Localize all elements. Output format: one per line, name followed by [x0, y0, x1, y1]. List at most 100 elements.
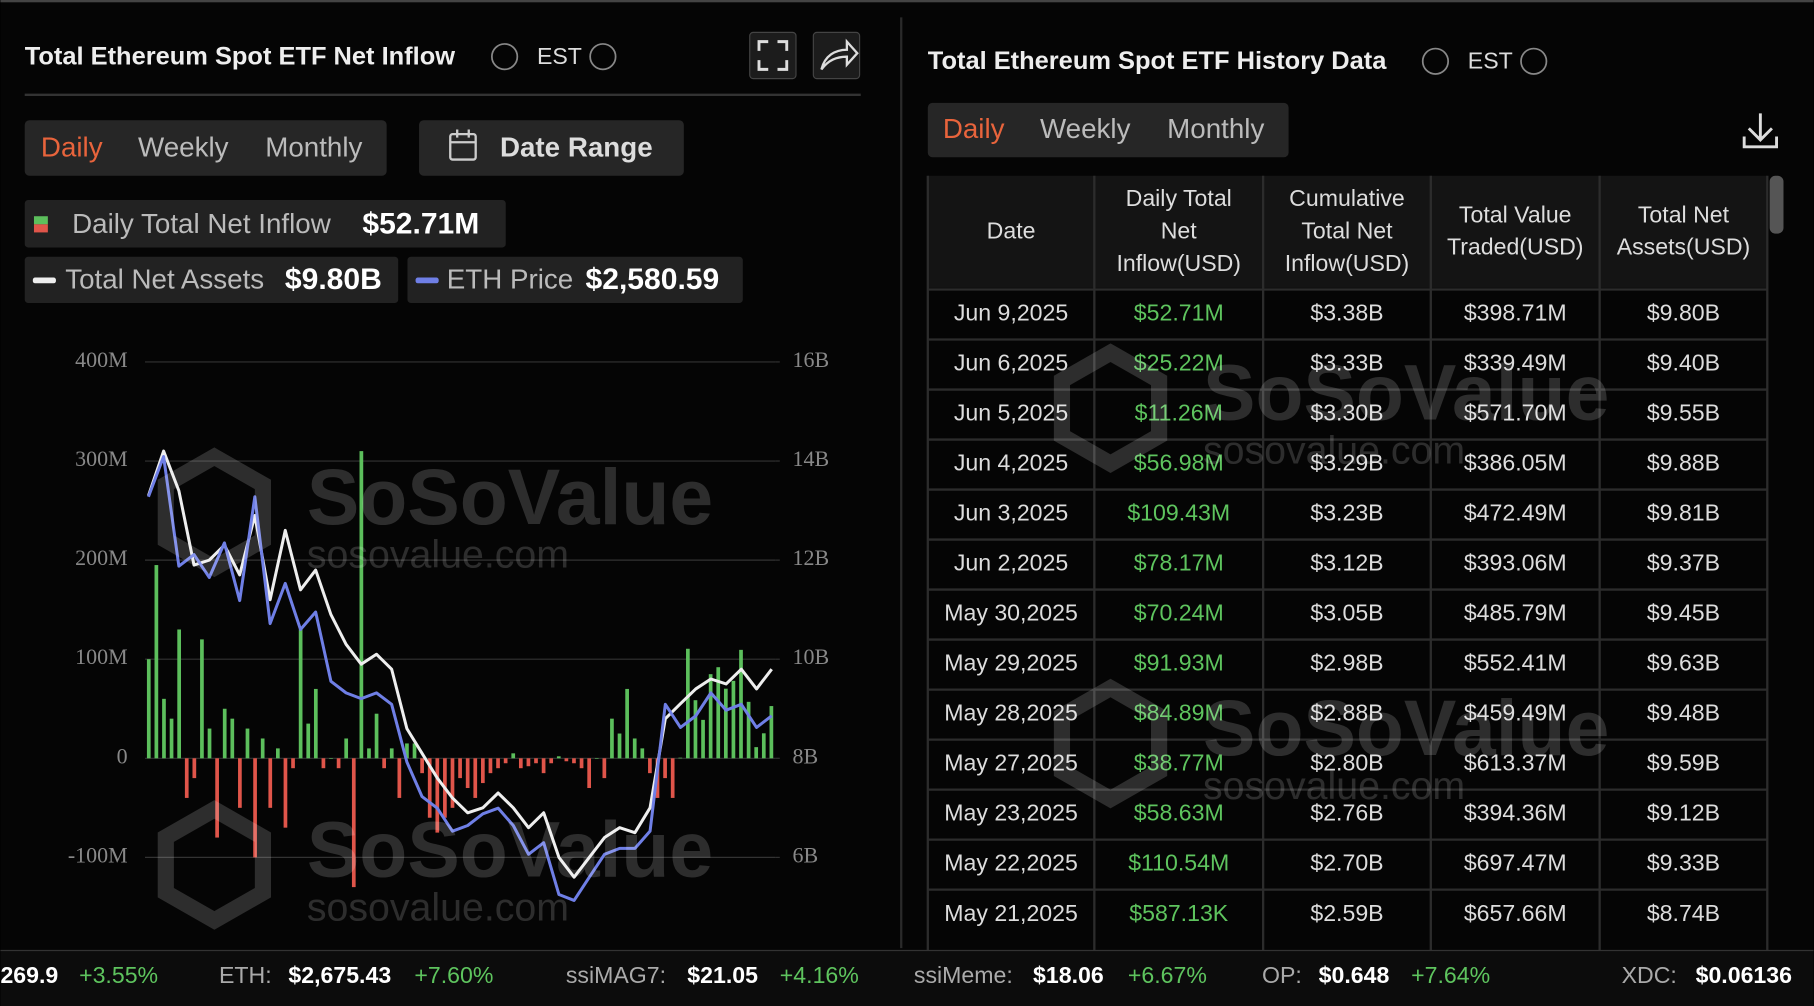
cell: Jun 5,2025: [954, 400, 1068, 426]
bar: [283, 758, 288, 828]
cell: $3.12B: [1310, 550, 1383, 576]
ticker-label: ETH:: [219, 962, 272, 988]
bar: [511, 753, 516, 759]
bar: [450, 758, 455, 808]
tab[interactable]: Monthly: [1167, 113, 1264, 144]
calendar-icon: [449, 129, 477, 161]
bar: [648, 758, 652, 774]
bar: [488, 758, 493, 774]
legend-box: [24, 256, 399, 303]
cell: $109.43M: [1127, 500, 1230, 526]
cell: $110.54M: [1128, 850, 1229, 876]
tab[interactable]: Weekly: [138, 131, 229, 162]
bar: [313, 688, 318, 759]
tab[interactable]: Daily: [943, 113, 1005, 144]
cell: $9.37B: [1647, 550, 1720, 576]
cell: $38.77M: [1134, 750, 1224, 776]
bar: [534, 758, 538, 764]
column-header: Total Net: [1638, 201, 1730, 227]
cell: $485.79M: [1464, 600, 1567, 626]
cell: $393.06M: [1464, 550, 1567, 576]
column-header: Inflow(USD): [1116, 250, 1241, 276]
cell: $3.05B: [1310, 600, 1383, 626]
cell: Jun 3,2025: [954, 500, 1068, 526]
bar: [192, 758, 197, 779]
ticker-price: $0.648: [1319, 962, 1390, 988]
cell: $58.63M: [1134, 800, 1224, 826]
share-button[interactable]: [812, 31, 861, 80]
ticker-change: +4.16%: [780, 962, 859, 988]
scrollbar[interactable]: [1769, 175, 1784, 234]
bar: [556, 756, 561, 759]
ticker-label: ssiMAG7:: [566, 962, 666, 988]
cell: $9.48B: [1647, 700, 1720, 726]
bar: [458, 758, 462, 779]
table-header: [927, 175, 1768, 288]
bar: [610, 718, 614, 759]
bar: [336, 758, 341, 769]
top-border: [0, 0, 1814, 3]
bar: [420, 758, 424, 774]
cell: $11.26M: [1135, 400, 1223, 426]
cell: $657.66M: [1464, 900, 1567, 926]
bar: [412, 743, 417, 759]
bar: [367, 748, 371, 759]
cell: $2.80B: [1310, 750, 1383, 776]
cell: $587.13K: [1129, 900, 1229, 926]
bar: [397, 758, 402, 798]
tab[interactable]: Weekly: [1040, 113, 1131, 144]
ticker: 269.9 +3.55% ETH: $2,675.43 +7.60% ssiMAG7: $2…: [0, 962, 1792, 988]
watermark-brand: SoSoValue: [307, 805, 713, 893]
y2-tick-label: 6B: [793, 842, 819, 867]
tab[interactable]: Monthly: [265, 131, 362, 162]
bar: [321, 758, 326, 769]
watermark-brand: SoSoValue: [307, 453, 713, 541]
bar: [663, 758, 667, 779]
bar: [238, 758, 242, 808]
watermark-logo: [1053, 678, 1168, 809]
bar: [686, 648, 690, 759]
cell: $339.49M: [1464, 350, 1567, 376]
column-header: Date: [987, 218, 1036, 244]
tab[interactable]: Daily: [41, 131, 103, 162]
bar: [291, 758, 295, 769]
bar: [518, 758, 523, 769]
cell: $3.23B: [1310, 500, 1383, 526]
watermarks: SoSoValuesosovalue.comSoSoValuesosovalue…: [157, 343, 1609, 930]
bar: [374, 713, 379, 759]
fullscreen-button[interactable]: [749, 31, 797, 80]
bar: [587, 758, 592, 789]
column-header: Net: [1161, 218, 1198, 244]
cell: $52.71M: [1134, 300, 1224, 326]
bar: [579, 758, 584, 769]
bar: [496, 758, 500, 769]
cell: $552.41M: [1464, 650, 1567, 676]
bar: [754, 747, 759, 759]
table: Date Daily Total Net Inflow(USD) Cumulative T…: [926, 175, 1769, 951]
bar: [200, 639, 204, 759]
watermark-site: sosovalue.com: [1203, 429, 1465, 473]
bar: [253, 758, 257, 858]
download-button[interactable]: [1742, 113, 1778, 149]
cell: $9.81B: [1647, 500, 1720, 526]
bar: [564, 758, 569, 762]
legend-box: [407, 256, 743, 303]
cell: $2.59B: [1310, 900, 1383, 926]
bar: [207, 728, 212, 759]
column-header: Total Value: [1459, 201, 1572, 227]
cell: $8.74B: [1647, 900, 1720, 926]
ticker-change: +7.64%: [1411, 962, 1490, 988]
bar: [632, 738, 637, 759]
bar: [731, 680, 736, 759]
y2-tick-label: 14B: [793, 446, 830, 471]
legend-value: $2,580.59: [586, 263, 720, 296]
bar: [761, 733, 766, 759]
info-icons: [491, 43, 1548, 75]
bar: [435, 758, 440, 833]
bar: [701, 719, 705, 759]
ticker-change: +6.67%: [1128, 962, 1207, 988]
bar: [215, 758, 219, 838]
date-range-button[interactable]: [419, 120, 684, 176]
cell: $459.49M: [1464, 700, 1567, 726]
bar: [344, 738, 349, 759]
